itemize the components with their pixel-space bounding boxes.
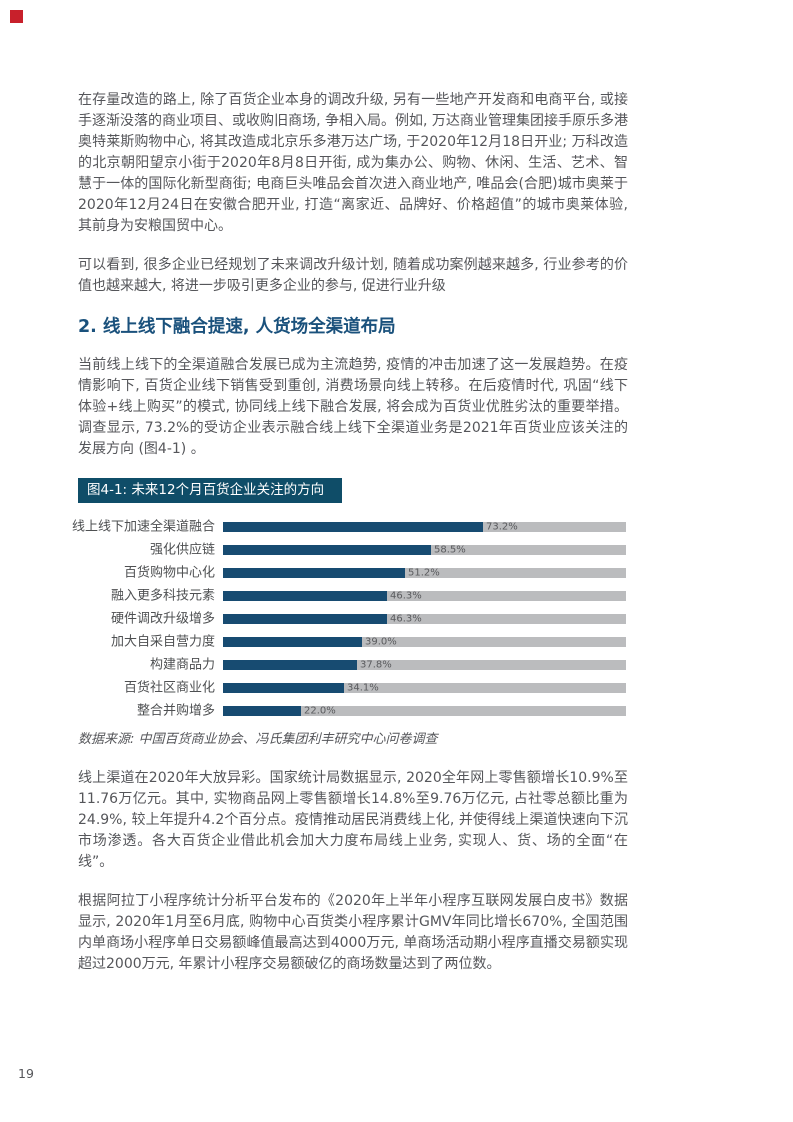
chart-row: 线上线下加速全渠道融合 73.2% (72, 521, 628, 534)
chart-bar (223, 568, 405, 578)
chart-value-label: 58.5% (434, 544, 466, 556)
brand-logo-red-square (10, 10, 23, 23)
chart-bar-track: 39.0% (223, 636, 626, 648)
chart-value-label: 73.2% (486, 521, 518, 533)
chart-category-label: 构建商品力 (149, 657, 215, 673)
chart-row: 强化供应链 58.5% (78, 544, 628, 557)
chart-value-label: 39.0% (365, 636, 397, 648)
chart-bar (223, 660, 357, 670)
chart-value-label: 46.3% (390, 613, 422, 625)
chart-row: 百货购物中心化 51.2% (78, 567, 628, 580)
chart-bar-track: 73.2% (223, 521, 626, 533)
chart-bar (223, 545, 431, 555)
data-source-note: 数据来源: 中国百货商业协会、冯氏集团利丰研究中心问卷调查 (78, 732, 438, 747)
chart-category-label: 融入更多科技元素 (110, 588, 215, 604)
chart-bar-track: 37.8% (223, 659, 626, 671)
chart-bar-track: 22.0% (223, 705, 626, 717)
chart-category-label: 强化供应链 (149, 542, 215, 558)
chart-value-label: 51.2% (408, 567, 440, 579)
chart-category-label: 百货社区商业化 (123, 680, 215, 696)
figure-title: 图4-1: 未来12个月百货企业关注的方向 (78, 478, 342, 503)
chart-value-label: 34.1% (347, 682, 379, 694)
chart-row: 百货社区商业化 34.1% (78, 682, 628, 695)
chart-category-label: 硬件调改升级增多 (110, 611, 215, 627)
section-heading: 2. 线上线下融合提速, 人货场全渠道布局 (78, 317, 396, 337)
chart-category-label: 加大自采自营力度 (110, 634, 215, 650)
chart-row: 融入更多科技元素 46.3% (78, 590, 628, 603)
chart-bar (223, 683, 344, 693)
chart-row: 加大自采自营力度 39.0% (78, 636, 628, 649)
chart-row: 整合并购增多 22.0% (78, 705, 628, 718)
chart-bar (223, 591, 387, 601)
paragraph-omnichannel-trend: 当前线上线下的全渠道融合发展已成为主流趋势, 疫情的冲击加速了这一发展趋势。在疫… (78, 357, 628, 457)
chart-row: 硬件调改升级增多 46.3% (78, 613, 628, 626)
page-number: 19 (18, 1066, 34, 1081)
chart-bar (223, 706, 301, 716)
chart-bar (223, 614, 387, 624)
content-column: 在存量改造的路上, 除了百货企业本身的调改升级, 另有一些地产开发商和电商平台,… (72, 90, 628, 993)
paragraph-store-renovation: 在存量改造的路上, 除了百货企业本身的调改升级, 另有一些地产开发商和电商平台,… (78, 92, 628, 234)
paragraph-online-retail-growth: 线上渠道在2020年大放异彩。国家统计局数据显示, 2020全年网上零售额增长1… (78, 770, 628, 870)
chart-bar-track: 34.1% (223, 682, 626, 694)
chart-value-label: 46.3% (390, 590, 422, 602)
chart-bar-track: 58.5% (223, 544, 626, 556)
bar-chart: 线上线下加速全渠道融合 73.2% 强化供应链 58.5% 百货购物中心化 51.2% 融入… (72, 521, 628, 718)
chart-bar-track: 46.3% (223, 590, 626, 602)
chart-category-label: 百货购物中心化 (123, 565, 215, 581)
chart-bar (223, 522, 483, 532)
paragraph-industry-upgrade: 可以看到, 很多企业已经规划了未来调改升级计划, 随着成功案例越来越多, 行业参… (78, 257, 628, 294)
chart-row: 构建商品力 37.8% (78, 659, 628, 672)
chart-bar (223, 637, 362, 647)
chart-category-label: 线上线下加速全渠道融合 (71, 519, 215, 535)
chart-value-label: 22.0% (304, 705, 336, 717)
chart-bar-track: 46.3% (223, 613, 626, 625)
figure-4-1: 图4-1: 未来12个月百货企业关注的方向 线上线下加速全渠道融合 73.2% 强化… (72, 478, 628, 750)
paragraph-mini-program-gmv: 根据阿拉丁小程序统计分析平台发布的《2020年上半年小程序互联网发展白皮书》数据… (78, 893, 628, 972)
chart-category-label: 整合并购增多 (136, 703, 215, 719)
chart-bar-track: 51.2% (223, 567, 626, 579)
chart-value-label: 37.8% (360, 659, 392, 671)
